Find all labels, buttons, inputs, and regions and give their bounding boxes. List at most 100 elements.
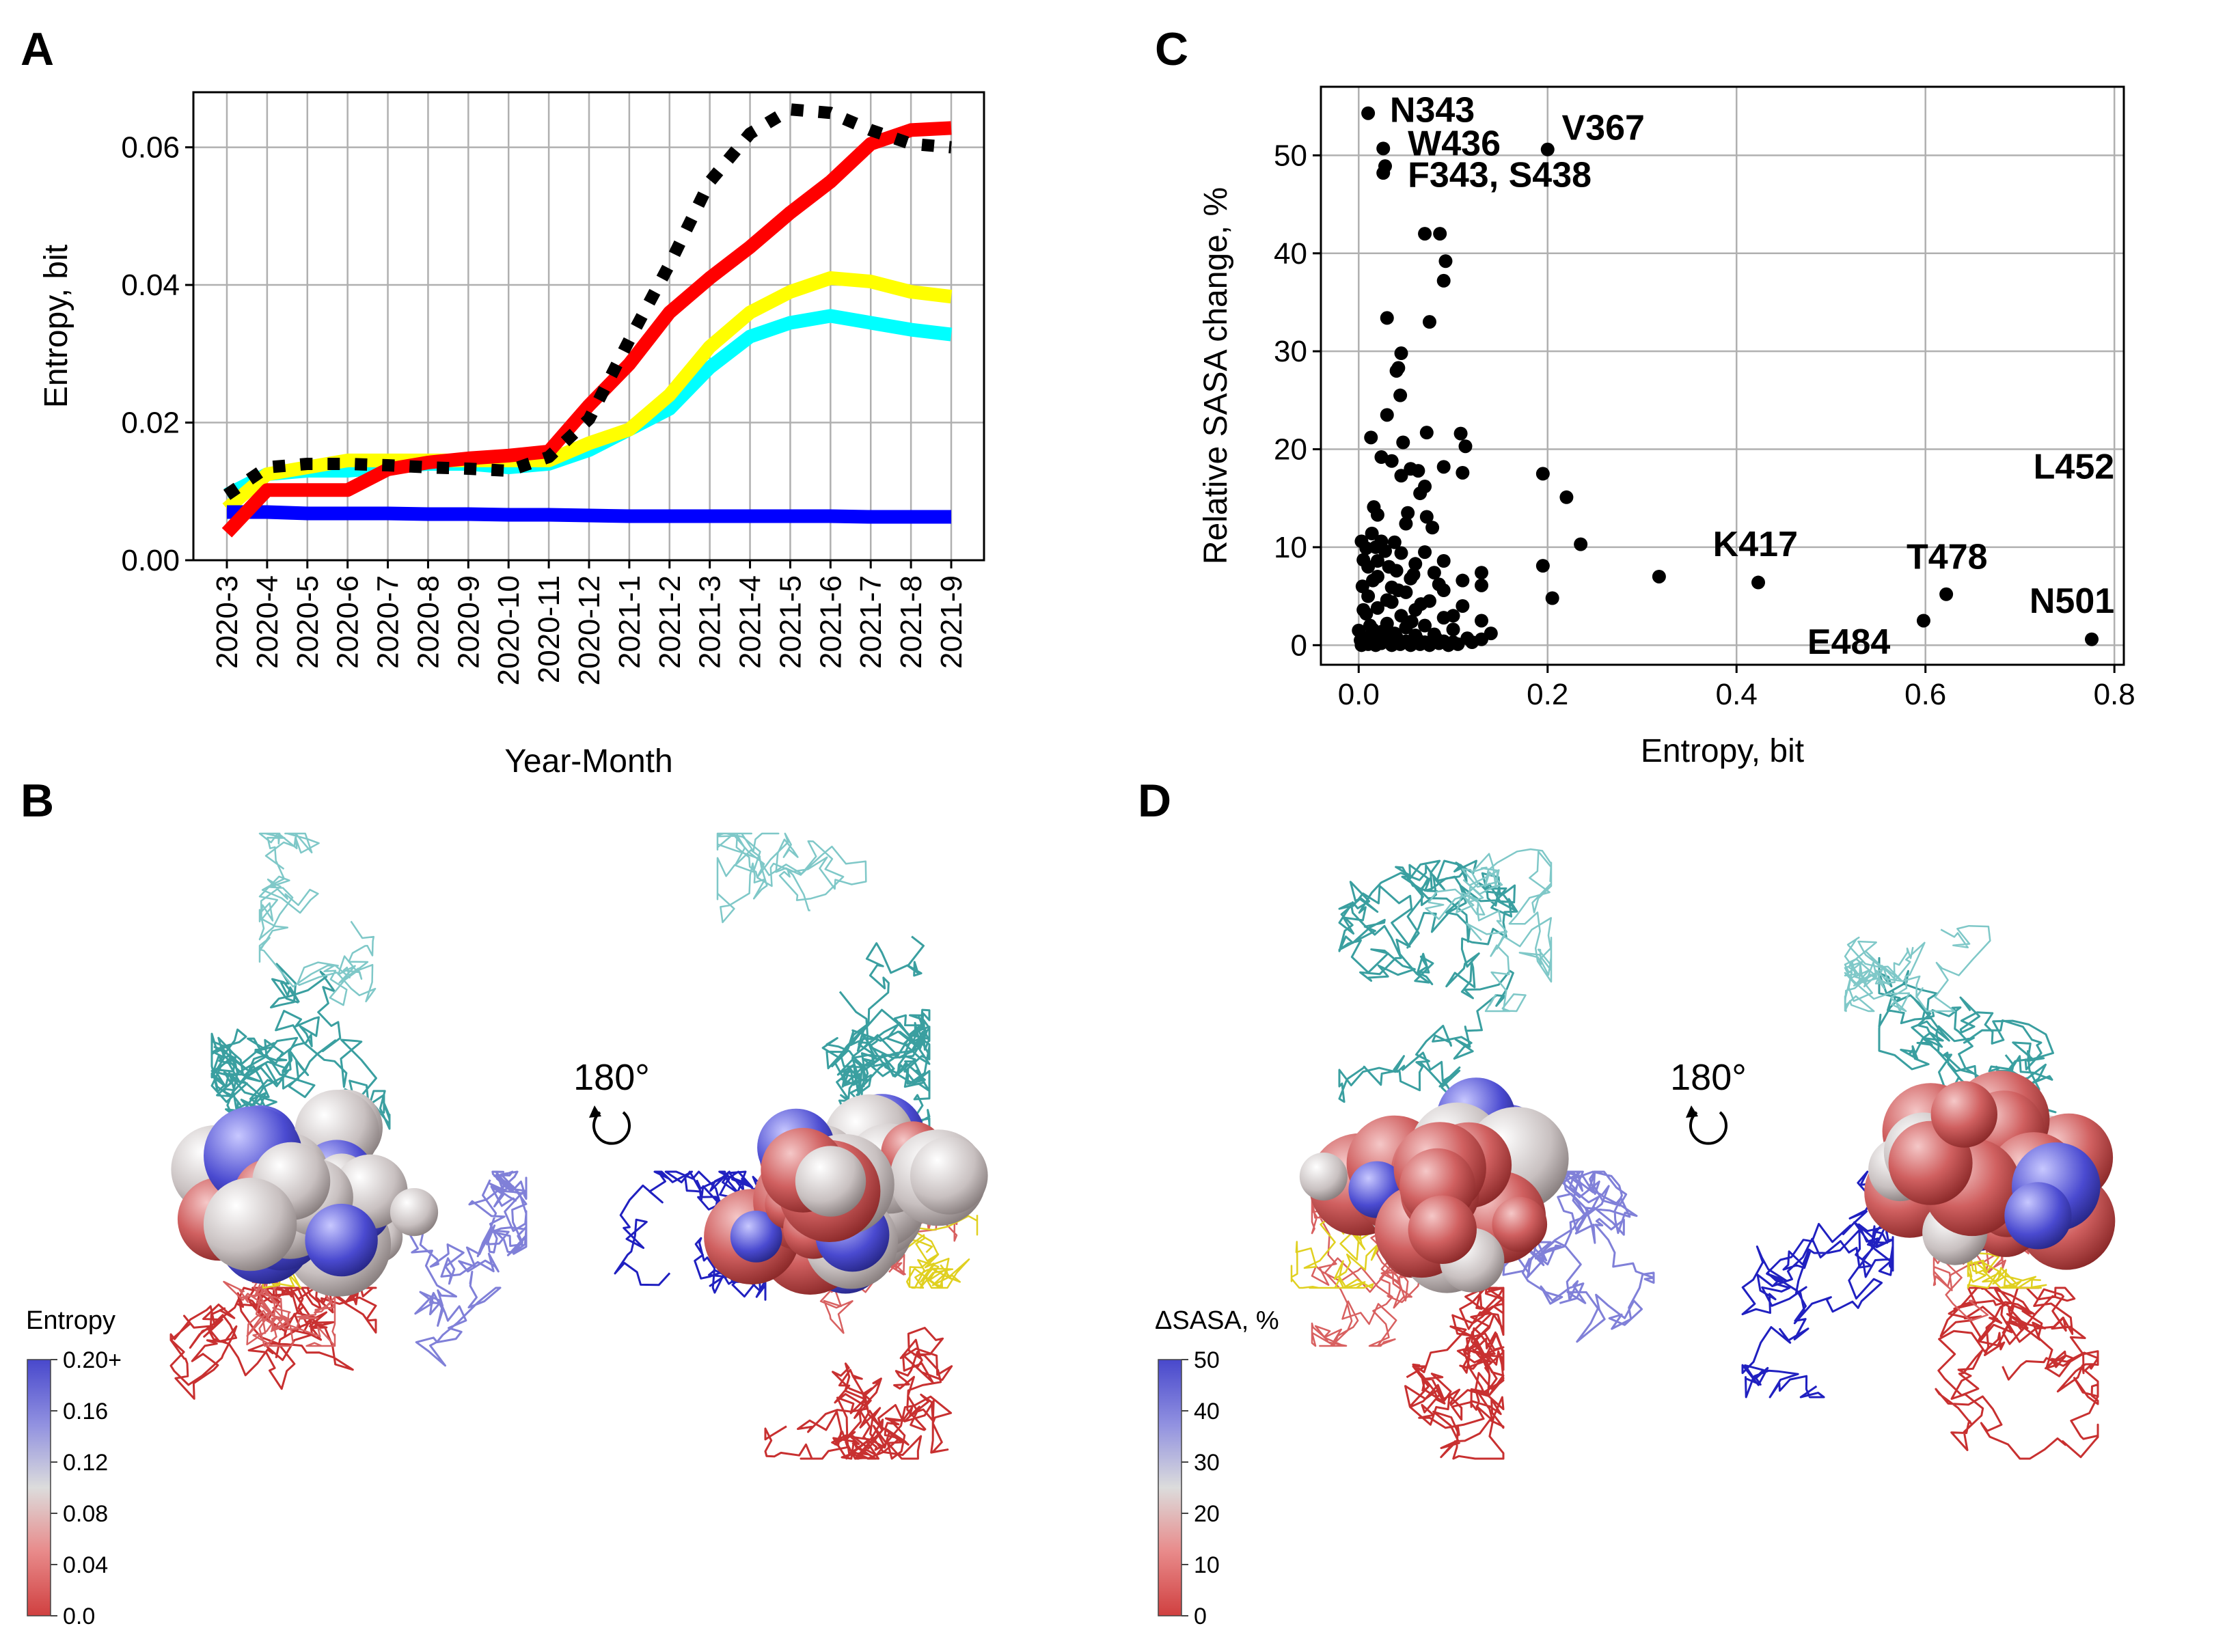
surface-blob <box>305 1203 378 1277</box>
data-point <box>1376 141 1391 156</box>
data-point <box>1411 464 1425 478</box>
data-point <box>1535 467 1550 481</box>
data-point <box>1652 569 1666 583</box>
x-tick-label: 2020-12 <box>573 575 606 685</box>
data-point <box>1401 506 1415 520</box>
structure-sasa-views: 180° ΔSASA, % 50 40 30 20 10 0 <box>1155 848 2116 1629</box>
data-point <box>1559 490 1574 504</box>
data-point <box>1394 609 1408 623</box>
data-point <box>1436 554 1451 568</box>
data-point <box>1419 426 1434 440</box>
data-point <box>1410 632 1424 646</box>
surface-blob <box>910 1137 988 1215</box>
colorbar-tick-label: 0.0 <box>63 1603 95 1629</box>
data-point <box>1574 537 1588 551</box>
data-point <box>1374 450 1389 465</box>
y-tick-label: 50 <box>1274 139 1307 172</box>
x-tick-label: 2021-4 <box>734 575 767 669</box>
rotation-indicator: 180° <box>1670 1057 1747 1145</box>
y-tick-label: 0.04 <box>121 269 180 302</box>
data-point <box>1380 408 1394 422</box>
surface-blob <box>1930 1081 1997 1148</box>
data-point <box>1413 486 1428 501</box>
x-tick-label: 2020-4 <box>251 575 284 669</box>
y-tick-label: 0.00 <box>121 544 180 577</box>
data-point <box>1475 566 1488 580</box>
series-line-5 <box>223 103 952 500</box>
panel-letter-c: C <box>1155 23 1188 75</box>
colorbar-tick-label: 0.16 <box>63 1399 108 1424</box>
data-point <box>1404 614 1419 629</box>
antibody-backbone-red <box>1404 1286 1505 1460</box>
point-label: L452 <box>2034 448 2115 487</box>
receptor-backbone-teal <box>821 935 931 1135</box>
data-point <box>1432 577 1446 592</box>
molecule-view-front <box>1290 848 1655 1460</box>
data-point <box>1418 227 1432 241</box>
y-tick-label: 0.02 <box>121 407 180 440</box>
x-axis-title: Entropy, bit <box>1641 733 1804 769</box>
data-point <box>1389 363 1404 378</box>
colorbar-tick-label: 10 <box>1194 1552 1220 1578</box>
panel-letter-b: B <box>21 775 54 827</box>
antibody-backbone-red <box>169 1286 377 1400</box>
data-point <box>1425 521 1440 535</box>
point-label: T478 <box>1907 537 1988 577</box>
surface-blob <box>1408 1195 1477 1265</box>
data-point <box>1545 591 1559 605</box>
antibody-backbone-blue <box>374 1170 528 1367</box>
data-point <box>1384 638 1399 652</box>
data-point <box>1751 575 1766 590</box>
x-tick-label: 2021-7 <box>854 575 888 669</box>
colorbar-ticks: 50 40 30 20 10 0 <box>1182 1347 1220 1629</box>
data-point <box>1361 106 1376 120</box>
x-tick-label: 2021-9 <box>935 575 968 669</box>
rotate-arrow-icon <box>592 1111 631 1145</box>
y-tick-label: 30 <box>1274 335 1307 368</box>
data-point <box>1354 638 1369 652</box>
data-point <box>1365 526 1379 540</box>
data-point <box>1384 454 1399 468</box>
data-point <box>1916 614 1930 628</box>
data-point <box>1396 435 1410 450</box>
backbone-yellow <box>892 1215 979 1289</box>
data-point <box>1384 595 1399 609</box>
x-tick-label: 2021-2 <box>653 575 687 669</box>
y-axis-title: Relative SASA change, % <box>1198 187 1234 564</box>
data-point <box>1380 311 1394 325</box>
series-line-4 <box>221 121 952 538</box>
y-tick-label: 10 <box>1274 531 1307 564</box>
x-tick-label: 2021-3 <box>694 575 727 669</box>
colorbar-tick-label: 30 <box>1194 1450 1220 1476</box>
data-point <box>1366 573 1380 588</box>
data-point <box>1427 566 1441 580</box>
x-tick-label: 0.2 <box>1527 678 1568 711</box>
data-point <box>1475 614 1488 628</box>
x-tick-label: 2020-8 <box>411 575 445 669</box>
data-point <box>1453 426 1468 441</box>
arrowhead-icon <box>1686 1105 1698 1118</box>
data-point <box>1370 508 1384 522</box>
colorbar-ticks: 0.20+ 0.16 0.12 0.08 0.04 0.0 <box>51 1347 122 1629</box>
antibody-backbone-red <box>764 1327 953 1460</box>
point-label: E484 <box>1807 622 1891 662</box>
data-point <box>1382 560 1396 574</box>
data-point <box>1394 346 1408 361</box>
molecule-view-front <box>169 832 528 1400</box>
data-point <box>1465 635 1479 650</box>
data-point <box>1446 609 1460 623</box>
data-point <box>1361 589 1376 603</box>
data-point <box>1456 573 1470 588</box>
colorbar-gradient <box>27 1359 51 1616</box>
data-point <box>1419 510 1434 524</box>
x-tick-label: 2021-5 <box>774 575 807 669</box>
data-point <box>1394 546 1408 560</box>
data-point <box>1441 638 1456 652</box>
data-point <box>1436 273 1451 288</box>
data-point <box>1438 254 1453 269</box>
receptor-backbone-light-teal <box>1425 848 1553 1013</box>
colorbar-tick-label: 0.04 <box>63 1552 108 1578</box>
data-point <box>1369 540 1383 554</box>
